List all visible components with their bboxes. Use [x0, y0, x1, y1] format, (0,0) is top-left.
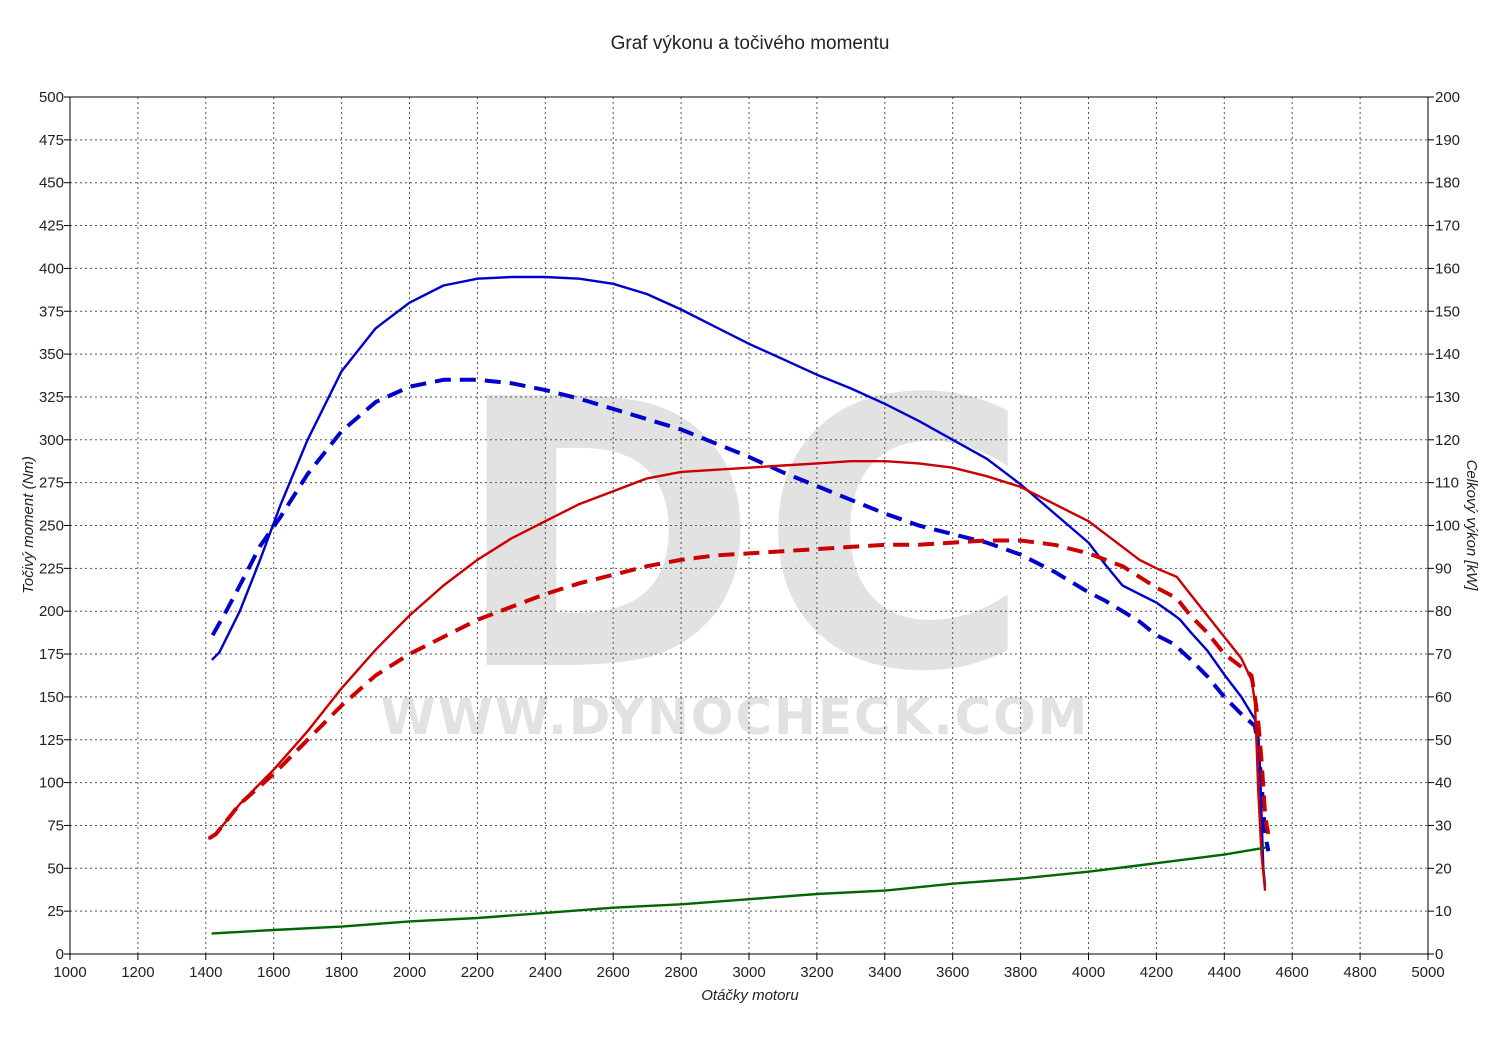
x-axis-ticks: 1000 1200 1400 1600 1800 2000 2200 2400 2600 2800… — [53, 954, 1445, 981]
series — [207, 275, 1271, 935]
x-tick-label: 5000 — [1411, 964, 1444, 981]
x-tick-label: 1400 — [189, 964, 222, 981]
y-tick-label: 25 — [47, 903, 64, 920]
y-tick-label: 500 — [39, 89, 64, 106]
y2-axis-ticks: 0 10 20 30 40 50 60 70 80 90 100 110 120 130 140 150 160… — [1428, 89, 1460, 963]
x-tick-label: 4800 — [1343, 964, 1376, 981]
series-line-blue-solid — [211, 275, 1267, 887]
y-tick-label: 325 — [39, 389, 64, 406]
x-tick-label: 4200 — [1140, 964, 1173, 981]
y2-tick-label: 60 — [1435, 689, 1452, 706]
x-tick-label: 1200 — [121, 964, 154, 981]
x-tick-label: 1000 — [53, 964, 86, 981]
y-tick-label: 475 — [39, 132, 64, 149]
y2-tick-label: 200 — [1435, 89, 1460, 106]
y2-tick-label: 190 — [1435, 132, 1460, 149]
y-tick-label: 100 — [39, 775, 64, 792]
x-tick-label: 4600 — [1276, 964, 1309, 981]
y2-tick-label: 110 — [1435, 475, 1459, 492]
y-tick-label: 200 — [39, 603, 64, 620]
series-line-green — [211, 846, 1267, 935]
y2-tick-label: 170 — [1435, 218, 1460, 235]
x-tick-label: 1600 — [257, 964, 290, 981]
y-tick-label: 450 — [39, 175, 64, 192]
x-tick-label: 3000 — [732, 964, 765, 981]
y-axis-ticks: 0 25 50 75 100 125 150 175 200 225 250 275 300 325 350… — [39, 89, 70, 963]
y2-tick-label: 80 — [1435, 603, 1452, 620]
x-tick-label: 2600 — [597, 964, 630, 981]
y2-tick-label: 120 — [1435, 432, 1460, 449]
y2-axis-label: Celkový výkon [kW] — [1463, 460, 1480, 592]
x-tick-label: 2800 — [664, 964, 697, 981]
y2-tick-label: 40 — [1435, 775, 1452, 792]
y-tick-label: 275 — [39, 475, 64, 492]
y-tick-label: 375 — [39, 303, 64, 320]
x-tick-label: 2000 — [393, 964, 426, 981]
y-tick-label: 125 — [39, 732, 64, 749]
grid — [70, 97, 1428, 954]
y2-tick-label: 140 — [1435, 346, 1460, 363]
y2-tick-label: 50 — [1435, 732, 1452, 749]
y-tick-label: 425 — [39, 218, 64, 235]
y2-tick-label: 70 — [1435, 646, 1452, 663]
y2-tick-label: 20 — [1435, 860, 1452, 877]
y-tick-label: 175 — [39, 646, 64, 663]
y2-tick-label: 100 — [1435, 518, 1460, 535]
watermark: DC WWW.DYNOCHECK.COM — [381, 323, 1090, 753]
x-tick-label: 4400 — [1208, 964, 1241, 981]
y2-tick-label: 160 — [1435, 260, 1460, 277]
y-tick-label: 400 — [39, 260, 64, 277]
x-tick-label: 2200 — [461, 964, 494, 981]
y2-tick-label: 30 — [1435, 817, 1452, 834]
watermark-url: WWW.DYNOCHECK.COM — [381, 688, 1090, 746]
y-tick-label: 150 — [39, 689, 64, 706]
y-tick-label: 300 — [39, 432, 64, 449]
y2-tick-label: 90 — [1435, 560, 1452, 577]
x-tick-label: 1800 — [325, 964, 358, 981]
y-axis-label: Točivý moment (Nm) — [20, 456, 37, 594]
watermark-logo: DC — [453, 323, 1032, 753]
y-tick-label: 350 — [39, 346, 64, 363]
x-tick-label: 3200 — [800, 964, 833, 981]
y-tick-label: 0 — [56, 946, 64, 963]
x-tick-label: 3400 — [868, 964, 901, 981]
x-axis-label: Otáčky motoru — [701, 987, 799, 1004]
y-tick-label: 250 — [39, 518, 64, 535]
x-tick-label: 2400 — [529, 964, 562, 981]
y-tick-label: 75 — [47, 817, 64, 834]
y2-tick-label: 10 — [1435, 903, 1452, 920]
y2-tick-label: 0 — [1435, 946, 1443, 963]
y2-tick-label: 130 — [1435, 389, 1460, 406]
x-tick-label: 3600 — [936, 964, 969, 981]
y2-tick-label: 180 — [1435, 175, 1460, 192]
x-tick-label: 4000 — [1072, 964, 1105, 981]
x-tick-label: 3800 — [1004, 964, 1037, 981]
y2-tick-label: 150 — [1435, 303, 1460, 320]
y-tick-label: 225 — [39, 560, 64, 577]
chart-title: Graf výkonu a točivého momentu — [610, 33, 890, 54]
y-tick-label: 50 — [47, 860, 64, 877]
series-line-red-solid — [207, 460, 1267, 891]
series-line-blue-dashed — [210, 377, 1271, 852]
